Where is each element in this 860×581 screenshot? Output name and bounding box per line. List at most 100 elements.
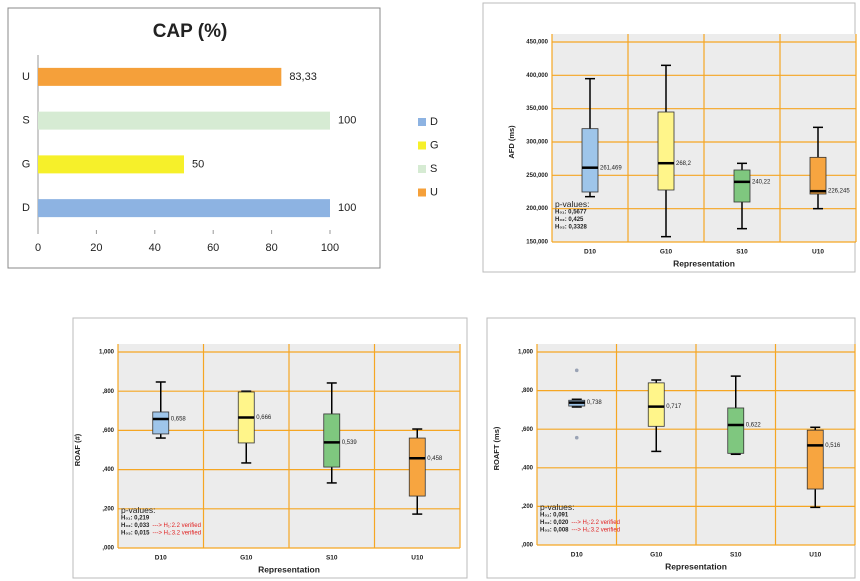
box xyxy=(806,429,824,490)
median-label: 0,717 xyxy=(666,404,682,410)
pvalue: H₀₂: 0,033 ---> H₁:2.2 verified xyxy=(121,523,201,529)
bar xyxy=(38,67,282,86)
value-label: 83,33 xyxy=(289,71,317,83)
x-tick-label: D10 xyxy=(571,552,583,559)
legend-swatch xyxy=(418,118,426,126)
value-label: 100 xyxy=(338,202,356,214)
outlier xyxy=(574,435,579,440)
x-tick-label: 20 xyxy=(90,242,102,254)
median-label: 0,622 xyxy=(746,423,762,429)
y-tick-label: ,600 xyxy=(102,428,114,434)
y-tick-label: 400,000 xyxy=(526,73,548,79)
x-axis-label: Representation xyxy=(673,258,735,268)
y-tick-label: 1,000 xyxy=(99,350,115,356)
pvalue-text: H₀₃: 0,3328 xyxy=(555,224,587,230)
y-tick-label: ,000 xyxy=(521,543,533,549)
median-label: 261,469 xyxy=(600,165,622,171)
legend-label: U xyxy=(430,186,438,198)
x-tick-label: G10 xyxy=(240,555,253,562)
x-tick-label: 80 xyxy=(265,242,277,254)
pvalue-text: H₀₁: 0,091 xyxy=(540,512,569,518)
box xyxy=(809,156,827,195)
x-tick-label: 100 xyxy=(321,242,339,254)
frame xyxy=(7,7,381,269)
x-tick-label: U10 xyxy=(411,555,423,562)
box xyxy=(152,411,170,435)
pvalues-title: p-values: xyxy=(121,505,156,515)
x-axis-label: Representation xyxy=(258,564,320,574)
y-tick-label: ,200 xyxy=(102,506,114,512)
legend-label: S xyxy=(430,163,437,175)
x-tick-label: 60 xyxy=(207,242,219,254)
box xyxy=(727,407,745,454)
y-tick-label: ,200 xyxy=(521,504,533,510)
y-tick-label: S xyxy=(22,115,29,127)
pvalue: H₀₃: 0,008 ---> H₁:3.2 verified xyxy=(540,527,620,533)
box xyxy=(657,111,675,191)
y-axis-label: AFD (ms) xyxy=(507,125,516,159)
legend-label: D xyxy=(430,116,438,128)
x-tick-label: U10 xyxy=(812,249,824,256)
median-label: 0,658 xyxy=(171,417,187,423)
pvalue-note: ---> H₁:2.2 verified xyxy=(571,520,620,526)
pvalue-note: ---> H₁:2.2 verified xyxy=(152,523,201,529)
bar xyxy=(38,155,184,174)
median-label: 0,738 xyxy=(587,400,603,406)
box xyxy=(581,128,599,193)
x-axis-label: Representation xyxy=(665,561,727,571)
box xyxy=(323,413,341,468)
median-label: 0,666 xyxy=(256,415,272,421)
x-tick-label: 40 xyxy=(149,242,161,254)
box xyxy=(408,437,426,497)
y-tick-label: 150,000 xyxy=(526,240,548,246)
x-tick-label: S10 xyxy=(730,552,742,559)
y-tick-label: U xyxy=(22,71,30,83)
legend-swatch xyxy=(418,141,426,150)
x-tick-label: S10 xyxy=(326,555,338,562)
outlier xyxy=(574,368,579,373)
pvalue-text: H₀₂: 0,020 xyxy=(540,520,569,526)
pvalue: H₀₁: 0,219 xyxy=(121,515,150,521)
bar xyxy=(38,199,330,218)
pvalue: H₀₁: 0,5677 xyxy=(555,209,587,215)
pvalues-title: p-values: xyxy=(555,199,590,209)
x-tick-label: G10 xyxy=(650,552,663,559)
median-label: 268,2 xyxy=(676,161,692,167)
pvalue-text: H₀₁: 0,5677 xyxy=(555,209,587,215)
y-tick-label: ,800 xyxy=(521,388,533,394)
pvalue-text: H₀₃: 0,015 xyxy=(121,530,150,536)
pvalue: H₀₂: 0,020 ---> H₁:2.2 verified xyxy=(540,520,620,526)
median-label: 0,458 xyxy=(427,456,443,462)
legend-swatch xyxy=(418,188,426,197)
y-tick-label: ,400 xyxy=(102,467,114,473)
y-axis-label: ROAF (#) xyxy=(73,433,82,466)
x-tick-label: G10 xyxy=(660,249,673,256)
pvalue: H₀₃: 0,3328 xyxy=(555,224,587,230)
pvalue: H₀₁: 0,091 xyxy=(540,512,569,518)
chart-title: CAP (%) xyxy=(153,21,228,42)
pvalue-note: ---> H₁:3.2 verified xyxy=(572,527,621,533)
bar xyxy=(38,111,330,130)
pvalue-text: H₀₂: 0,033 xyxy=(121,523,150,529)
y-tick-label: 1,000 xyxy=(518,350,534,356)
median-label: 226,245 xyxy=(828,189,850,195)
y-tick-label: ,000 xyxy=(102,546,114,552)
y-axis-label: ROAFT (ms) xyxy=(492,426,501,470)
x-tick-label: S10 xyxy=(736,249,748,256)
pvalue-text: H₀₁: 0,219 xyxy=(121,515,150,521)
median-label: 0,516 xyxy=(825,443,841,449)
pvalue-note: ---> H₁:3.2 verified xyxy=(153,530,202,536)
x-tick-label: D10 xyxy=(155,555,167,562)
y-tick-label: 300,000 xyxy=(526,140,548,146)
y-tick-label: 450,000 xyxy=(526,40,548,46)
y-tick-label: 250,000 xyxy=(526,173,548,179)
pvalue-text: H₀₂: 0,425 xyxy=(555,217,584,223)
y-tick-label: G xyxy=(22,158,31,170)
y-tick-label: 350,000 xyxy=(526,106,548,112)
median-label: 240,22 xyxy=(752,179,771,185)
x-tick-label: U10 xyxy=(809,552,821,559)
pvalue: H₀₃: 0,015 ---> H₁:3.2 verified xyxy=(121,530,201,536)
box xyxy=(647,382,665,427)
y-tick-label: ,800 xyxy=(102,389,114,395)
